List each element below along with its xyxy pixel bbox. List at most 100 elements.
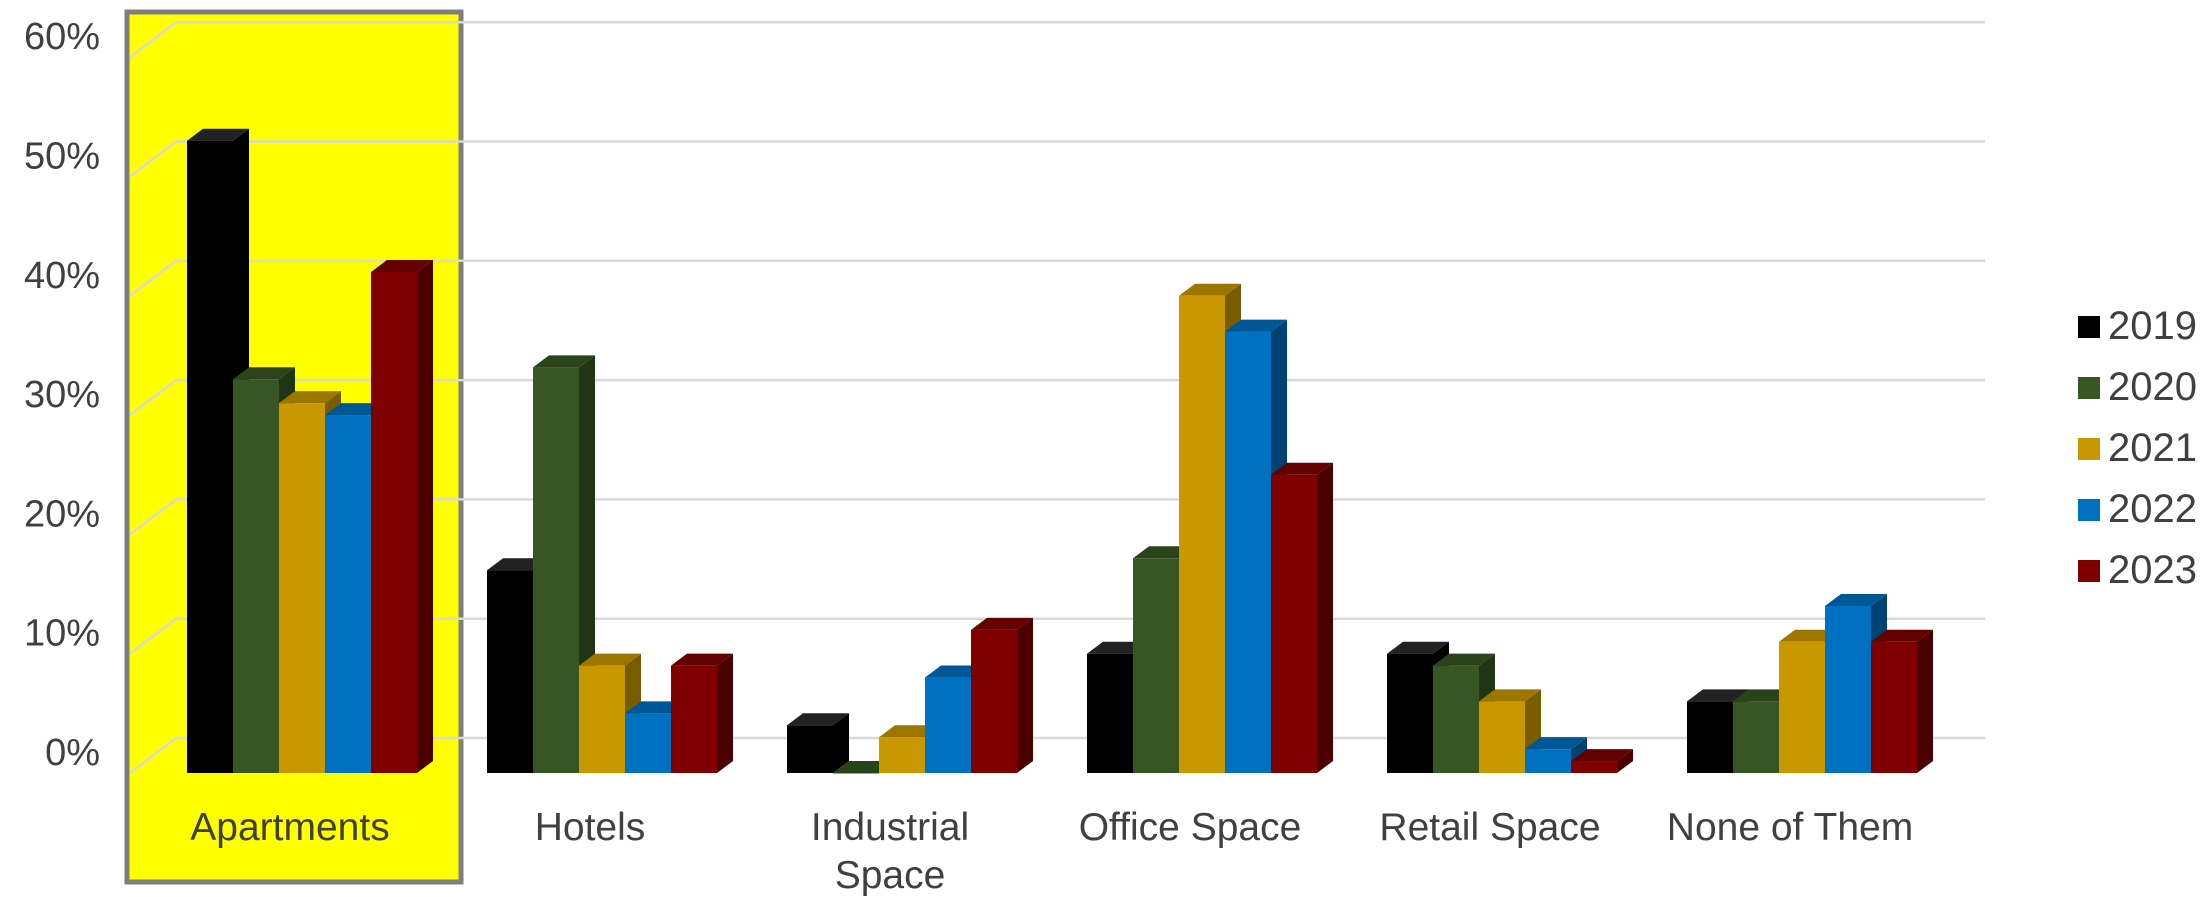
bar bbox=[1271, 462, 1333, 773]
bar-front bbox=[579, 665, 625, 773]
legend-label: 2021 bbox=[2108, 426, 2197, 470]
gridline-5 bbox=[129, 140, 1985, 178]
bar-top bbox=[1387, 641, 1449, 654]
bar-front bbox=[279, 403, 325, 773]
bar-top bbox=[971, 617, 1033, 630]
bar-front bbox=[1525, 749, 1571, 773]
bar-front bbox=[625, 713, 671, 773]
bar bbox=[1871, 629, 1933, 773]
bar-top bbox=[1571, 749, 1633, 762]
category-label: Office Space bbox=[1079, 806, 1302, 849]
bar-top bbox=[1825, 593, 1887, 606]
legend-item: 2019 bbox=[2078, 304, 2197, 348]
bar bbox=[579, 653, 641, 773]
y-tick-label: 40% bbox=[24, 255, 100, 297]
legend-swatch bbox=[2078, 560, 2100, 582]
bar-top bbox=[371, 259, 433, 272]
bar-side bbox=[717, 653, 733, 773]
bar-top bbox=[671, 653, 733, 666]
legend-swatch bbox=[2078, 377, 2100, 399]
legend-swatch bbox=[2078, 499, 2100, 521]
category-label: Industrial Space bbox=[811, 806, 969, 897]
gridline-1 bbox=[129, 617, 1985, 655]
category-label: Apartments bbox=[190, 806, 389, 849]
bar-top bbox=[1179, 283, 1241, 296]
bar-front bbox=[1571, 761, 1617, 773]
bar-front bbox=[1133, 558, 1179, 773]
bar-front bbox=[1433, 665, 1479, 773]
gridline-4 bbox=[129, 259, 1985, 297]
bar-front bbox=[1479, 701, 1525, 773]
y-tick-label: 0% bbox=[45, 732, 100, 774]
bar-front bbox=[187, 140, 233, 773]
category-label: Retail Space bbox=[1379, 806, 1600, 849]
bar-top bbox=[1479, 689, 1541, 702]
bar-front bbox=[325, 415, 371, 773]
legend-swatch bbox=[2078, 316, 2100, 338]
bar-side bbox=[833, 713, 849, 773]
bar-top bbox=[279, 391, 341, 404]
bar-top bbox=[533, 355, 595, 368]
bar-front bbox=[1271, 474, 1317, 773]
bar-top bbox=[579, 653, 641, 666]
bar-front bbox=[1087, 653, 1133, 773]
bar-side bbox=[417, 259, 433, 773]
bar bbox=[971, 617, 1033, 773]
gridlines bbox=[129, 20, 1985, 774]
bar-top bbox=[1525, 737, 1587, 750]
y-tick-label: 30% bbox=[24, 374, 100, 416]
gridline-2 bbox=[129, 498, 1985, 536]
legend-label: 2019 bbox=[2108, 304, 2197, 348]
category-axis-labels: Apartments Hotels Industrial Space Office Sp… bbox=[190, 806, 1913, 897]
legend-item: 2022 bbox=[2078, 487, 2197, 531]
legend-swatch bbox=[2078, 438, 2100, 460]
bar-front bbox=[671, 665, 717, 773]
legend: 2019 2020 2021 2022 2023 bbox=[2078, 304, 2197, 592]
bar-side bbox=[1917, 629, 1933, 773]
bar-front bbox=[371, 271, 417, 773]
legend-label: 2023 bbox=[2108, 548, 2197, 592]
bar-side bbox=[1317, 462, 1333, 773]
y-tick-label: 50% bbox=[24, 136, 100, 178]
gridline-0 bbox=[129, 736, 1985, 774]
category-label: Hotels bbox=[535, 806, 646, 849]
bar-front bbox=[787, 725, 833, 773]
bar-top bbox=[787, 713, 849, 726]
bar-top bbox=[1225, 319, 1287, 332]
bar-top bbox=[1433, 653, 1495, 666]
bar-front bbox=[1225, 331, 1271, 773]
y-tick-label: 60% bbox=[24, 16, 100, 58]
bar bbox=[671, 653, 733, 773]
bar-front bbox=[1179, 295, 1225, 773]
bar-front bbox=[925, 677, 971, 773]
legend-item: 2020 bbox=[2078, 365, 2197, 409]
y-tick-label: 20% bbox=[24, 493, 100, 535]
bar-side bbox=[1617, 749, 1633, 773]
bar-front bbox=[1871, 641, 1917, 773]
bar-top bbox=[187, 128, 249, 141]
bar-top bbox=[1271, 462, 1333, 475]
bar-front bbox=[1733, 701, 1779, 773]
bar-front bbox=[487, 570, 533, 773]
bar bbox=[371, 259, 433, 773]
bar bbox=[787, 713, 849, 773]
gridline-6 bbox=[129, 20, 1985, 59]
bar-top bbox=[1871, 629, 1933, 642]
legend-item: 2023 bbox=[2078, 548, 2197, 592]
legend-label: 2022 bbox=[2108, 487, 2197, 531]
bar-side bbox=[1017, 617, 1033, 773]
category-label: None of Them bbox=[1667, 806, 1913, 849]
bar-front bbox=[879, 737, 925, 773]
bar-front bbox=[1387, 653, 1433, 773]
bar-front bbox=[971, 629, 1017, 773]
bar-top bbox=[1687, 689, 1749, 702]
bar-front bbox=[533, 367, 579, 773]
bar-front bbox=[1687, 701, 1733, 773]
bar-front bbox=[1825, 605, 1871, 773]
bar-front bbox=[1779, 641, 1825, 773]
bar-series bbox=[187, 128, 1933, 774]
y-tick-label: 10% bbox=[24, 613, 100, 655]
bar-front bbox=[233, 379, 279, 773]
legend-label: 2020 bbox=[2108, 365, 2197, 409]
